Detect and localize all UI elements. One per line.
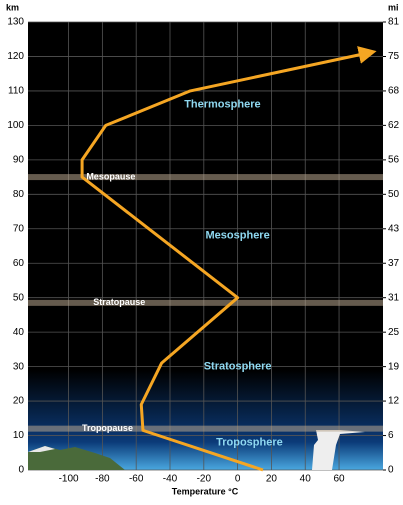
y-tick-label: 60 bbox=[13, 258, 25, 269]
y2-tick-label: 0 bbox=[388, 465, 394, 476]
mountains bbox=[28, 446, 125, 470]
y2-tick-label: 37 bbox=[388, 258, 400, 269]
x-tick-label: -60 bbox=[129, 474, 144, 485]
y-tick-label: 110 bbox=[8, 86, 24, 97]
y2-tick-label: 12 bbox=[388, 396, 400, 407]
y2-tick-label: 19 bbox=[388, 361, 400, 372]
layer-label: Stratosphere bbox=[204, 361, 272, 373]
y2-axis-label: mi bbox=[388, 2, 399, 12]
temperature-line bbox=[80, 46, 377, 472]
boundary-band bbox=[28, 174, 383, 181]
y-tick-label: 0 bbox=[18, 465, 24, 476]
y-tick-label: 10 bbox=[13, 430, 25, 441]
y-axis-label: km bbox=[6, 2, 19, 12]
x-tick-label: 0 bbox=[235, 474, 241, 485]
y-tick-label: 50 bbox=[13, 292, 25, 303]
boundary-band bbox=[28, 425, 383, 432]
x-tick-label: -80 bbox=[95, 474, 110, 485]
y2-tick-label: 43 bbox=[388, 223, 400, 234]
x-tick-label: 20 bbox=[266, 474, 278, 485]
x-tick-label: -40 bbox=[163, 474, 178, 485]
y-tick-label: 130 bbox=[7, 17, 24, 28]
y-tick-label: 40 bbox=[13, 327, 25, 338]
layer-label: Mesosphere bbox=[206, 230, 270, 242]
y2-tick-label: 50 bbox=[388, 189, 400, 200]
y-tick-label: 30 bbox=[13, 361, 25, 372]
y2-tick-label: 25 bbox=[388, 327, 400, 338]
y-tick-label: 100 bbox=[7, 120, 24, 131]
y2-tick-label: 68 bbox=[388, 86, 400, 97]
snow-cap bbox=[28, 446, 55, 452]
y2-tick-label: 75 bbox=[388, 51, 400, 62]
x-tick-label: 60 bbox=[333, 474, 345, 485]
y2-tick-label: 81 bbox=[388, 17, 400, 28]
boundary-label: Tropopause bbox=[82, 423, 133, 433]
layer-label: Thermosphere bbox=[184, 99, 260, 111]
y-tick-label: 20 bbox=[13, 396, 25, 407]
y-tick-label: 120 bbox=[7, 51, 24, 62]
x-tick-label: -20 bbox=[197, 474, 212, 485]
boundary-label: Mesopause bbox=[86, 171, 135, 181]
boundary-band bbox=[28, 299, 383, 306]
y2-tick-label: 31 bbox=[388, 292, 400, 303]
y-tick-label: 90 bbox=[13, 154, 25, 165]
y-tick-label: 80 bbox=[13, 189, 25, 200]
y-tick-label: 70 bbox=[13, 223, 25, 234]
x-axis-label: Temperature °C bbox=[172, 486, 239, 496]
layer-label: Troposphere bbox=[216, 436, 283, 448]
y2-tick-label: 56 bbox=[388, 155, 400, 166]
y2-tick-label: 6 bbox=[388, 430, 394, 441]
x-tick-label: 40 bbox=[300, 474, 312, 485]
storm-cloud bbox=[312, 430, 365, 470]
y2-tick-label: 62 bbox=[388, 120, 400, 131]
x-tick-label: -100 bbox=[59, 474, 79, 485]
boundary-label: Stratopause bbox=[93, 297, 145, 307]
